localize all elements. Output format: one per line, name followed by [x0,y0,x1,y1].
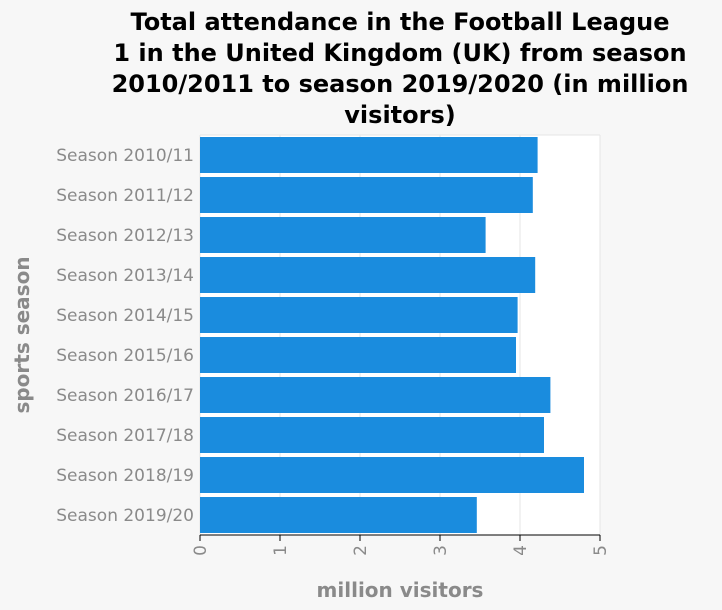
y-tick-label: Season 2019/20 [56,506,194,526]
chart-title-line-4: visitors) [344,101,455,129]
y-axis-title: sports season [10,256,34,413]
bar [200,177,533,213]
y-tick-label: Season 2015/16 [56,346,194,366]
bar [200,457,584,493]
x-tick-labels: 0 1 2 3 4 5 [191,535,611,556]
x-tick-label: 3 [431,545,451,556]
bar [200,377,551,413]
y-tick-label: Season 2010/11 [56,146,194,166]
bar [200,337,516,373]
bar [200,417,544,453]
bar [200,217,486,253]
x-tick-label: 0 [191,545,211,556]
x-tick-label: 4 [511,545,531,556]
chart-title: Total attendance in the Football League … [112,8,689,129]
bar [200,257,536,293]
bar [200,137,538,173]
y-tick-label: Season 2017/18 [56,426,194,446]
y-tick-label: Season 2011/12 [56,186,194,206]
chart-title-line-3: 2010/2011 to season 2019/2020 (in millio… [112,70,689,98]
x-axis-title: million visitors [317,578,484,602]
bar [200,297,518,333]
chart-title-line-1: Total attendance in the Football League [131,8,670,36]
y-tick-label: Season 2018/19 [56,466,194,486]
y-tick-label: Season 2013/14 [56,266,194,286]
y-tick-label: Season 2014/15 [56,306,194,326]
bars [200,137,584,533]
chart-title-line-2: 1 in the United Kingdom (UK) from season [113,39,686,67]
y-tick-label: Season 2016/17 [56,386,194,406]
x-tick-label: 2 [351,545,371,556]
y-tick-label: Season 2012/13 [56,226,194,246]
x-tick-label: 1 [271,545,291,556]
y-tick-labels: Season 2010/11 Season 2011/12 Season 2012/… [56,146,194,526]
x-tick-label: 5 [591,545,611,556]
bar [200,497,477,533]
